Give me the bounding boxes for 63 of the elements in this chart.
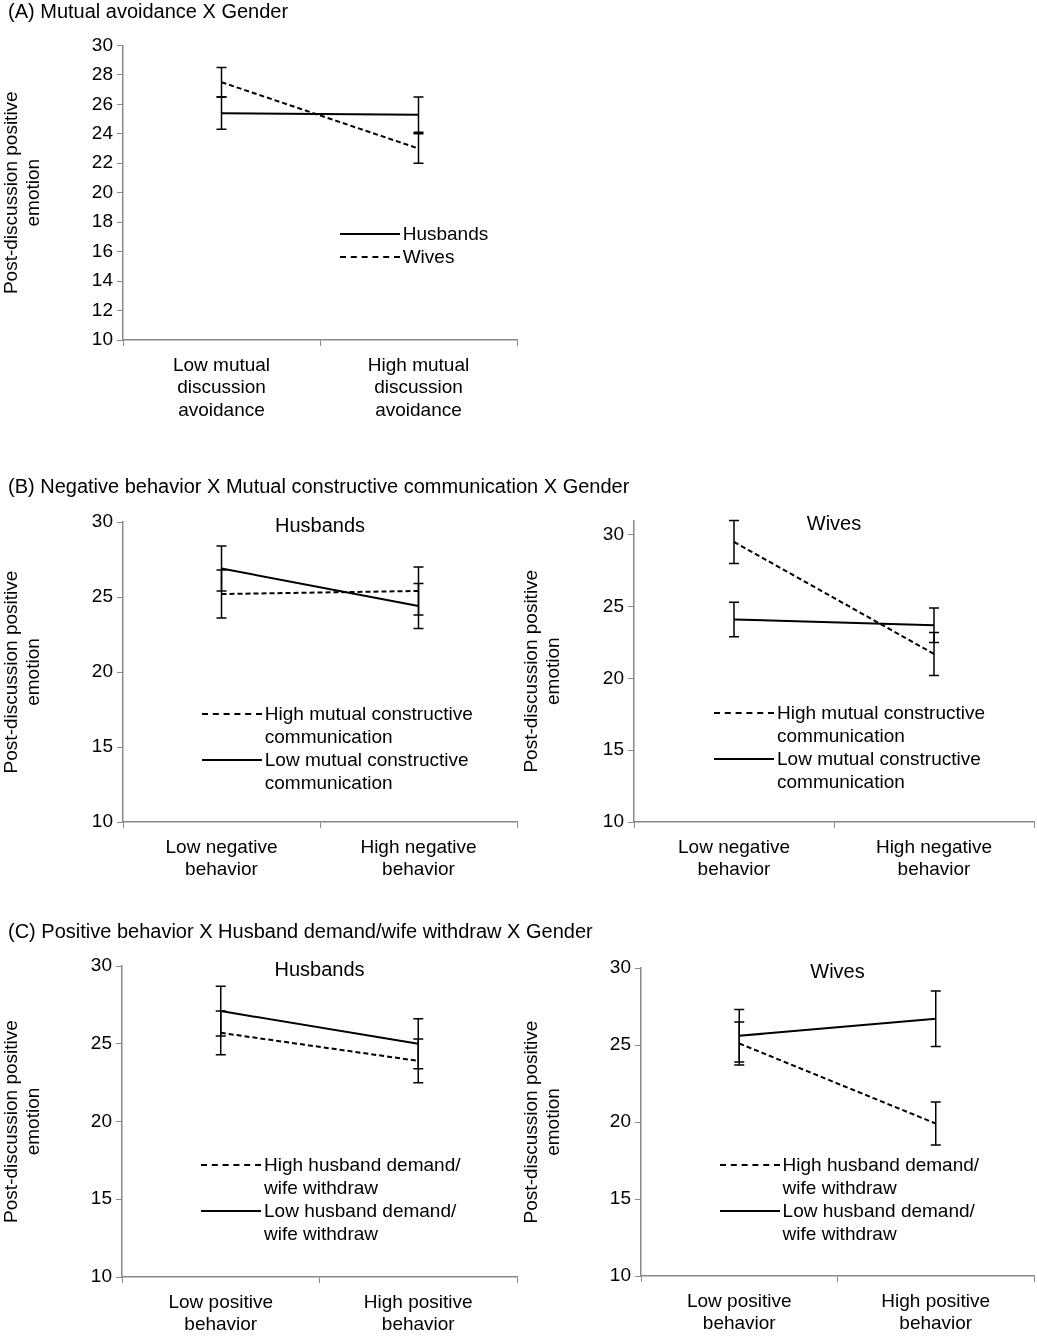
y-tick-label: 10 <box>91 810 113 832</box>
y-tick-label: 25 <box>609 1033 631 1055</box>
y-axis-title: Post-discussion positive emotion <box>0 1020 44 1223</box>
y-tick-label: 30 <box>602 523 624 544</box>
legend-label: Husbands <box>402 222 489 246</box>
y-axis-title: Post-discussion positive emotion <box>519 1020 564 1224</box>
legend-label: High mutual constructive communication <box>777 701 987 748</box>
y-tick-label: 25 <box>91 585 113 607</box>
legend-label: Low husband demand/ wife withdraw <box>264 1198 458 1245</box>
y-tick-label: 20 <box>91 660 113 682</box>
chart-subtitle: Husbands <box>274 958 365 981</box>
y-tick-label: 15 <box>602 738 624 760</box>
chart-title: (A) Mutual avoidance X Gender <box>8 0 289 23</box>
y-tick-label: 10 <box>609 1264 631 1286</box>
y-tick-label: 30 <box>91 33 113 55</box>
y-tick-label: 10 <box>602 810 624 832</box>
legend-label: Wives <box>402 245 455 269</box>
y-tick-label: 15 <box>609 1187 631 1209</box>
y-tick-label: 20 <box>602 666 624 688</box>
y-tick-label: 18 <box>91 210 113 232</box>
x-tick-label: High negative behavior <box>360 835 477 880</box>
chart-subtitle: Wives <box>810 960 865 983</box>
y-tick-label: 16 <box>91 239 113 261</box>
y-tick-label: 30 <box>90 954 112 976</box>
x-tick-label: High positive behavior <box>363 1290 473 1335</box>
x-tick-label: Low positive behavior <box>686 1289 792 1334</box>
x-tick-label: High mutual discussion avoidance <box>367 353 470 421</box>
legend-label: High mutual constructive communication <box>264 702 474 748</box>
y-tick-label: 24 <box>91 122 114 144</box>
y-tick-label: 22 <box>91 151 113 173</box>
y-tick-label: 30 <box>609 956 631 978</box>
x-tick-label: High negative behavior <box>875 835 993 880</box>
y-tick-label: 14 <box>91 269 114 291</box>
y-tick-label: 12 <box>91 298 113 320</box>
y-axis-title: Post-discussion positive emotion <box>0 91 44 295</box>
chart-subtitle: Husbands <box>274 514 366 537</box>
legend-label: Low mutual constructive communication <box>777 747 982 794</box>
x-tick-label: Low negative behavior <box>165 835 278 880</box>
y-tick-label: 10 <box>91 328 113 350</box>
y-tick-label: 20 <box>609 1110 631 1132</box>
legend-label: High husband demand/ wife withdraw <box>782 1152 981 1199</box>
x-tick-label: Low negative behavior <box>678 835 790 880</box>
chart-title: (B) Negative behavior X Mutual constructive communication X Gender <box>8 475 630 498</box>
y-tick-label: 25 <box>90 1031 112 1053</box>
chart-subtitle: Wives <box>806 512 862 536</box>
y-tick-label: 25 <box>602 594 624 616</box>
y-tick-label: 15 <box>90 1187 112 1209</box>
y-tick-label: 20 <box>91 180 113 202</box>
x-tick-label: Low mutual discussion avoidance <box>172 353 271 421</box>
legend-label: Low mutual constructive communication <box>264 748 470 794</box>
x-tick-label: High positive behavior <box>881 1289 991 1334</box>
legend-label: Low husband demand/ wife withdraw <box>782 1198 976 1245</box>
y-tick-label: 26 <box>91 92 113 114</box>
legend-label: High husband demand/ wife withdraw <box>264 1152 462 1199</box>
y-tick-label: 20 <box>90 1109 112 1131</box>
y-axis-title: Post-discussion positive emotion <box>0 570 44 774</box>
y-tick-label: 30 <box>91 510 113 532</box>
y-tick-label: 10 <box>90 1265 112 1287</box>
y-axis-title: Post-discussion positive emotion <box>519 569 564 773</box>
x-tick-label: Low positive behavior <box>168 1290 274 1335</box>
y-tick-label: 28 <box>91 63 113 85</box>
y-tick-label: 15 <box>91 735 113 757</box>
chart-title: (C) Positive behavior X Husband demand/wife withdraw X Gender <box>8 920 593 943</box>
